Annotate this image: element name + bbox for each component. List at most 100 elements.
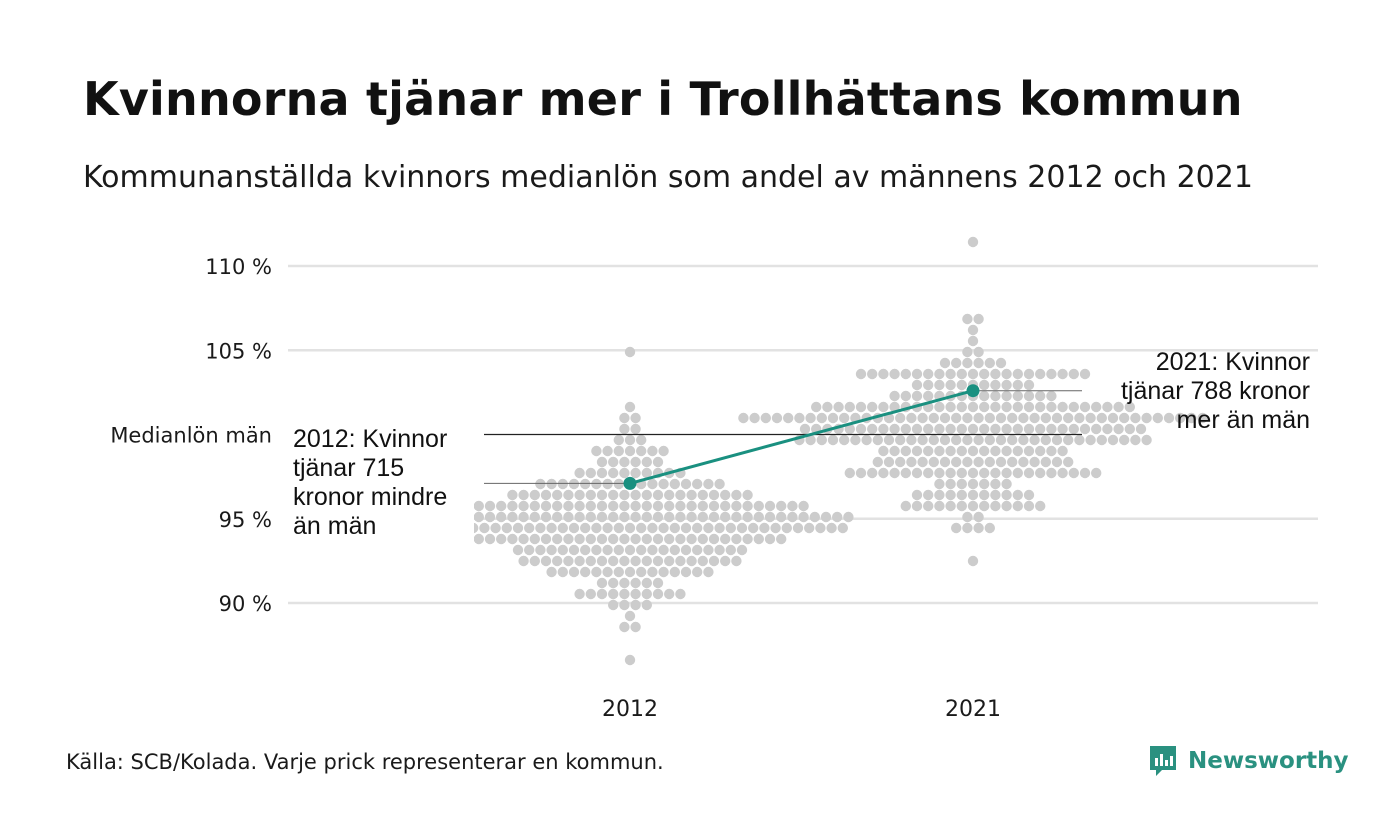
municipality-dot bbox=[979, 478, 990, 490]
municipality-dot bbox=[563, 555, 574, 567]
municipality-dot bbox=[979, 368, 990, 380]
newsworthy-logo-icon bbox=[1150, 746, 1176, 776]
municipality-dot bbox=[783, 412, 794, 424]
municipality-dot bbox=[1012, 368, 1023, 380]
municipality-dot bbox=[1035, 368, 1046, 380]
municipality-dot bbox=[501, 522, 512, 534]
municipality-dot bbox=[736, 544, 748, 556]
x-tick-label: 2021 bbox=[945, 697, 1001, 722]
municipality-dot bbox=[619, 423, 630, 435]
municipality-dot bbox=[507, 500, 518, 512]
municipality-dot bbox=[1001, 390, 1012, 402]
municipality-dot bbox=[1023, 500, 1035, 512]
municipality-dot bbox=[861, 434, 872, 446]
municipality-dot bbox=[496, 511, 507, 523]
municipality-dot bbox=[1023, 379, 1035, 391]
municipality-dot bbox=[1107, 412, 1119, 424]
municipality-dot bbox=[697, 500, 708, 512]
municipality-dot bbox=[608, 577, 619, 589]
municipality-dot bbox=[641, 599, 652, 611]
municipality-dot bbox=[686, 555, 697, 567]
municipality-dot bbox=[708, 500, 720, 512]
municipality-dot bbox=[630, 588, 641, 600]
municipality-dot bbox=[680, 522, 692, 534]
municipality-dot bbox=[1001, 500, 1012, 512]
municipality-dot bbox=[748, 522, 759, 534]
municipality-dot bbox=[956, 467, 967, 479]
municipality-dot bbox=[535, 478, 546, 490]
municipality-dot bbox=[546, 544, 557, 556]
chart-subtitle: Kommunanställda kvinnors medianlön som a… bbox=[83, 160, 1253, 195]
municipality-dot bbox=[473, 533, 484, 545]
municipality-dot bbox=[967, 478, 979, 490]
municipality-dot bbox=[1001, 401, 1012, 413]
municipality-dot bbox=[837, 522, 848, 534]
municipality-dot bbox=[496, 500, 507, 512]
municipality-dot bbox=[619, 555, 630, 567]
municipality-dot bbox=[557, 566, 568, 578]
municipality-dot bbox=[652, 456, 664, 468]
municipality-dot bbox=[911, 368, 923, 380]
municipality-dot bbox=[647, 566, 658, 578]
municipality-dot bbox=[574, 489, 585, 501]
highlight-line bbox=[629, 389, 974, 485]
municipality-dot bbox=[1007, 412, 1018, 424]
municipality-dot bbox=[675, 500, 686, 512]
municipality-dot bbox=[703, 478, 714, 490]
municipality-dot bbox=[675, 511, 686, 523]
municipality-dot bbox=[967, 368, 979, 380]
municipality-dot bbox=[839, 434, 850, 446]
municipality-dot bbox=[1023, 401, 1035, 413]
municipality-dot bbox=[591, 445, 602, 457]
municipality-dot bbox=[529, 489, 540, 501]
municipality-dot bbox=[608, 599, 619, 611]
municipality-dot bbox=[703, 522, 714, 534]
municipality-dot bbox=[967, 489, 979, 501]
municipality-dot bbox=[596, 555, 608, 567]
municipality-dot bbox=[736, 522, 748, 534]
municipality-dot bbox=[798, 511, 809, 523]
municipality-dot bbox=[613, 544, 624, 556]
municipality-dot bbox=[619, 467, 630, 479]
municipality-dot bbox=[855, 423, 867, 435]
municipality-dot bbox=[692, 522, 703, 534]
municipality-dot bbox=[624, 610, 636, 622]
municipality-dot bbox=[984, 456, 995, 468]
municipality-dot bbox=[641, 500, 652, 512]
municipality-dot bbox=[1079, 467, 1091, 479]
municipality-dot bbox=[568, 478, 580, 490]
municipality-dot bbox=[923, 379, 934, 391]
municipality-dot bbox=[900, 467, 911, 479]
municipality-dot bbox=[585, 588, 596, 600]
municipality-dot bbox=[878, 401, 889, 413]
municipality-dot bbox=[658, 544, 669, 556]
municipality-dot bbox=[1124, 401, 1136, 413]
municipality-dot bbox=[889, 467, 900, 479]
municipality-dot bbox=[552, 555, 563, 567]
municipality-dot bbox=[1130, 412, 1141, 424]
municipality-dot bbox=[652, 588, 664, 600]
municipality-dot bbox=[956, 489, 967, 501]
municipality-dot bbox=[524, 544, 535, 556]
municipality-dot bbox=[680, 544, 692, 556]
municipality-dot bbox=[725, 522, 736, 534]
municipality-dot bbox=[714, 522, 725, 534]
municipality-dot bbox=[1079, 401, 1091, 413]
municipality-dot bbox=[619, 511, 630, 523]
municipality-dot bbox=[979, 423, 990, 435]
municipality-dot bbox=[1124, 423, 1136, 435]
municipality-dot bbox=[529, 511, 540, 523]
municipality-dot bbox=[1023, 423, 1035, 435]
municipality-dot bbox=[507, 489, 518, 501]
municipality-dot bbox=[529, 500, 540, 512]
municipality-dot bbox=[984, 522, 995, 534]
municipality-dot bbox=[742, 511, 753, 523]
municipality-dot bbox=[624, 654, 636, 666]
municipality-dot bbox=[967, 335, 979, 347]
municipality-dot bbox=[720, 533, 731, 545]
municipality-dot bbox=[844, 423, 855, 435]
municipality-dot bbox=[652, 489, 664, 501]
municipality-dot bbox=[1068, 467, 1080, 479]
municipality-dot bbox=[524, 522, 535, 534]
municipality-dot bbox=[850, 434, 861, 446]
